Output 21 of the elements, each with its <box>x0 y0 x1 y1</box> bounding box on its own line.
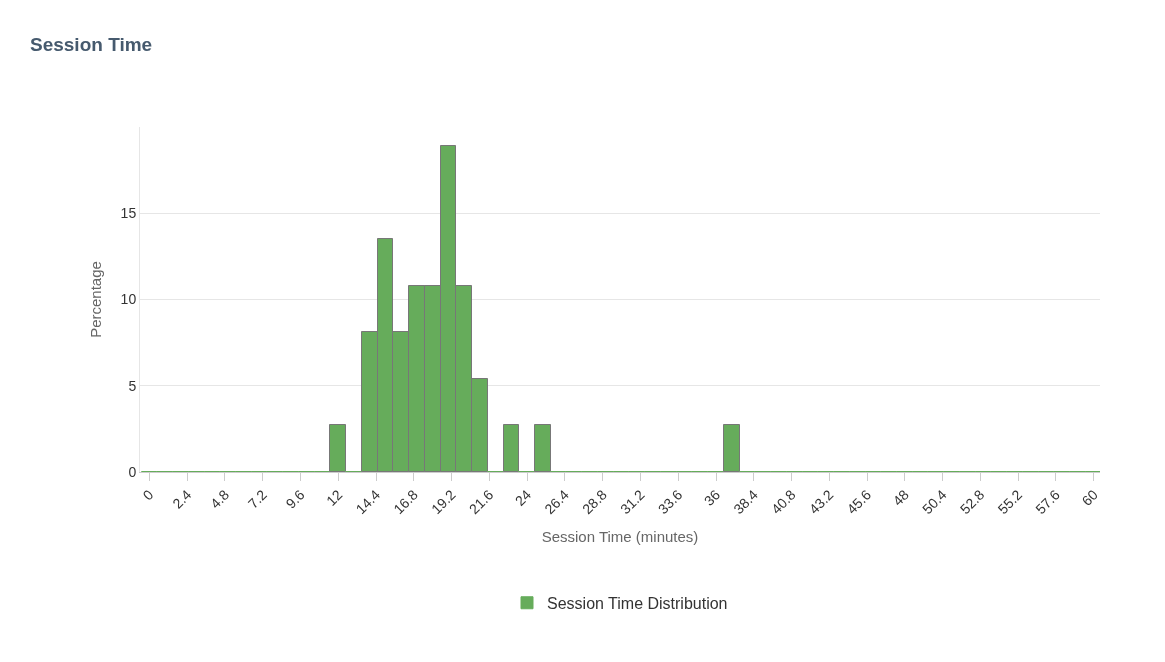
x-tick-label: 0 <box>139 486 157 504</box>
x-tick-label: 9.6 <box>282 486 308 512</box>
x-tick-label: 43.2 <box>805 486 837 518</box>
x-tick-label: 24 <box>511 486 535 509</box>
x-tick-label: 2.4 <box>169 486 195 512</box>
legend-label: Session Time Distribution <box>547 594 728 612</box>
x-tick-label: 45.6 <box>843 486 875 518</box>
y-tick-label: 0 <box>128 463 137 480</box>
chart-title: Session Time <box>30 33 153 55</box>
y-tick-label: 15 <box>120 205 137 222</box>
x-axis-title: Session Time (minutes) <box>541 528 699 546</box>
y-axis-title: Percentage <box>86 261 104 338</box>
x-tick-label: 7.2 <box>244 486 270 512</box>
y-tick-label: 5 <box>128 377 137 394</box>
x-tick-label: 60 <box>1078 486 1101 509</box>
x-tick-label: 48 <box>889 486 913 509</box>
x-tick-label: 12 <box>323 486 346 509</box>
x-tick-label: 4.8 <box>206 486 233 512</box>
x-tick-label: 40.8 <box>768 486 799 518</box>
y-tick-label: 10 <box>120 291 137 308</box>
x-tick-label: 36 <box>700 486 724 509</box>
